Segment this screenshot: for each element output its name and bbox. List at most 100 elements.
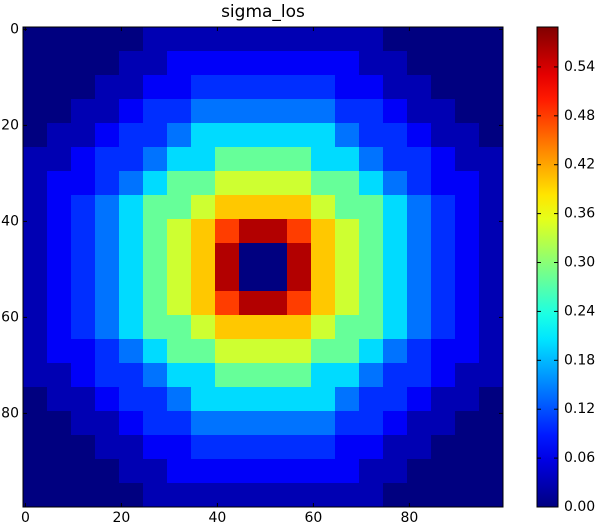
heatmap-cell <box>239 435 264 460</box>
heatmap-cell <box>95 171 120 196</box>
heatmap-cell <box>215 27 240 52</box>
heatmap-cell <box>215 219 240 244</box>
heatmap-cell <box>359 435 384 460</box>
colorbar-tick-label: 0.18 <box>564 352 595 368</box>
heatmap-cell <box>383 267 408 292</box>
heatmap-cell <box>119 483 144 508</box>
heatmap-cell <box>47 195 72 220</box>
heatmap-cell <box>431 27 456 52</box>
heatmap-cell <box>311 171 336 196</box>
heatmap-cell <box>455 435 480 460</box>
heatmap-cell <box>23 363 48 388</box>
heatmap-cell <box>263 171 288 196</box>
heatmap-cell <box>407 75 432 100</box>
heatmap-cell <box>95 267 120 292</box>
heatmap-cell <box>383 147 408 172</box>
heatmap-cell <box>335 483 360 508</box>
heatmap-cell <box>479 459 504 484</box>
heatmap-cell <box>239 363 264 388</box>
x-tick-label: 20 <box>112 510 130 524</box>
heatmap-cell <box>215 315 240 340</box>
heatmap-cell <box>95 411 120 436</box>
heatmap-cell <box>167 27 192 52</box>
heatmap-cell <box>143 243 168 268</box>
colorbar-tick-label: 0.36 <box>564 206 595 222</box>
heatmap-cell <box>71 75 96 100</box>
heatmap-cell <box>119 147 144 172</box>
heatmap-cell <box>335 147 360 172</box>
heatmap-cell <box>23 219 48 244</box>
heatmap-cell <box>431 147 456 172</box>
heatmap-cell <box>191 459 216 484</box>
heatmap-cell <box>47 27 72 52</box>
heatmap-cell <box>311 99 336 124</box>
heatmap-cell <box>407 459 432 484</box>
heatmap-cell <box>263 195 288 220</box>
heatmap-cell <box>335 267 360 292</box>
heatmap-cell <box>479 483 504 508</box>
x-tick-label: 40 <box>208 510 226 524</box>
heatmap-cell <box>287 243 312 268</box>
y-tick-label: 40 <box>1 213 19 229</box>
heatmap-cell <box>239 99 264 124</box>
heatmap-cell <box>191 435 216 460</box>
heatmap-cell <box>71 267 96 292</box>
heatmap-cell <box>407 363 432 388</box>
heatmap-cell <box>263 291 288 316</box>
heatmap-cell <box>143 267 168 292</box>
heatmap-cell <box>191 387 216 412</box>
heatmap-cell <box>335 123 360 148</box>
heatmap-cell <box>71 51 96 76</box>
heatmap-cell <box>263 315 288 340</box>
heatmap-cell <box>311 267 336 292</box>
heatmap-cell <box>335 387 360 412</box>
heatmap-cell <box>143 75 168 100</box>
heatmap-cell <box>71 99 96 124</box>
heatmap-cell <box>143 51 168 76</box>
heatmap-cell <box>143 363 168 388</box>
heatmap-cell <box>119 291 144 316</box>
heatmap-cell <box>263 75 288 100</box>
heatmap-cell <box>167 387 192 412</box>
y-tick-label: 60 <box>1 309 19 325</box>
heatmap-cell <box>311 243 336 268</box>
colorbar-tick-label: 0.30 <box>564 255 595 271</box>
heatmap-cell <box>407 411 432 436</box>
heatmap-cell <box>359 219 384 244</box>
heatmap-cell <box>287 99 312 124</box>
heatmap-cell <box>143 339 168 364</box>
heatmap-cell <box>143 171 168 196</box>
heatmap-cell <box>95 435 120 460</box>
heatmap-cell <box>287 315 312 340</box>
heatmap-cell <box>239 171 264 196</box>
heatmap-cell <box>167 483 192 508</box>
heatmap-cell <box>359 243 384 268</box>
heatmap-cell <box>455 51 480 76</box>
heatmap-cell <box>455 387 480 412</box>
heatmap-cell <box>215 75 240 100</box>
heatmap-cell <box>23 243 48 268</box>
heatmap-cell <box>455 483 480 508</box>
heatmap-cell <box>47 171 72 196</box>
heatmap-cell <box>71 315 96 340</box>
heatmap-cell <box>167 123 192 148</box>
heatmap-cell <box>119 459 144 484</box>
heatmap-cell <box>47 243 72 268</box>
heatmap-cell <box>215 99 240 124</box>
heatmap-cell <box>239 75 264 100</box>
heatmap-cell <box>95 363 120 388</box>
heatmap-cell <box>287 363 312 388</box>
heatmap-cell <box>143 147 168 172</box>
heatmap-cell <box>215 147 240 172</box>
heatmap-cell <box>383 315 408 340</box>
heatmap-cell <box>239 147 264 172</box>
heatmap-cell <box>95 243 120 268</box>
heatmap-cell <box>383 483 408 508</box>
heatmap-cell <box>119 75 144 100</box>
heatmap-cell <box>455 147 480 172</box>
heatmap-cell <box>119 123 144 148</box>
heatmap-cell <box>263 147 288 172</box>
heatmap-cell <box>143 123 168 148</box>
heatmap-cell <box>263 387 288 412</box>
